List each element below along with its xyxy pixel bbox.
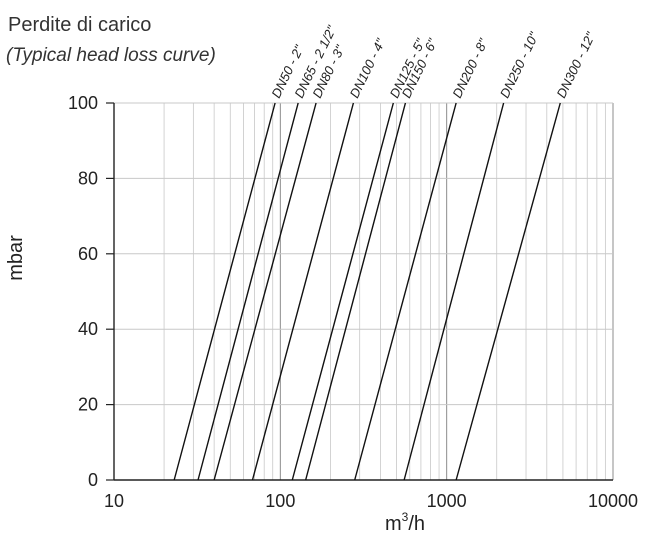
y-tick-label: 80 [78, 168, 98, 188]
chart-title: Perdite di carico [8, 14, 151, 36]
series-line [251, 102, 355, 481]
series-line [304, 102, 407, 481]
series-label: DN250 - 10" [497, 29, 542, 101]
x-axis-label-base: m [385, 513, 402, 535]
chart-subtitle: (Typical head loss curve) [6, 45, 216, 66]
y-axis-label: mbar [5, 235, 27, 281]
x-axis-label-suffix: /h [408, 513, 425, 535]
x-axis-label: m3/h [385, 510, 425, 535]
series-labels: DN50 - 2"DN65 - 2 1/2"DN80 - 3" DN100 - 4… [268, 22, 598, 100]
series-line [213, 102, 317, 481]
series-lines [173, 102, 561, 481]
y-tick-label: 40 [78, 319, 98, 339]
x-tick-label: 1000 [427, 491, 467, 511]
series-line [291, 102, 395, 481]
y-tick-labels: 0 20 40 60 80 100 [68, 93, 98, 490]
x-axis-label-superscript: 3 [402, 510, 409, 524]
series-label: DN300 - 12" [553, 29, 598, 101]
y-tick-label: 20 [78, 395, 98, 415]
y-tick-label: 60 [78, 244, 98, 264]
axes [106, 102, 613, 481]
series-label: DN200 - 8" [449, 35, 491, 100]
series-line [197, 102, 299, 481]
series-line [354, 102, 457, 481]
x-tick-labels: 10 100 1000 10000 [104, 491, 638, 511]
series-line [173, 102, 276, 481]
y-tick-label: 100 [68, 93, 98, 113]
series-label: DN100 - 4" [347, 35, 389, 100]
x-tick-label: 10000 [588, 491, 638, 511]
x-tick-label: 10 [104, 491, 124, 511]
x-tick-label: 100 [265, 491, 295, 511]
series-line [403, 102, 505, 481]
series-line [455, 102, 561, 481]
y-tick-label: 0 [88, 470, 98, 490]
